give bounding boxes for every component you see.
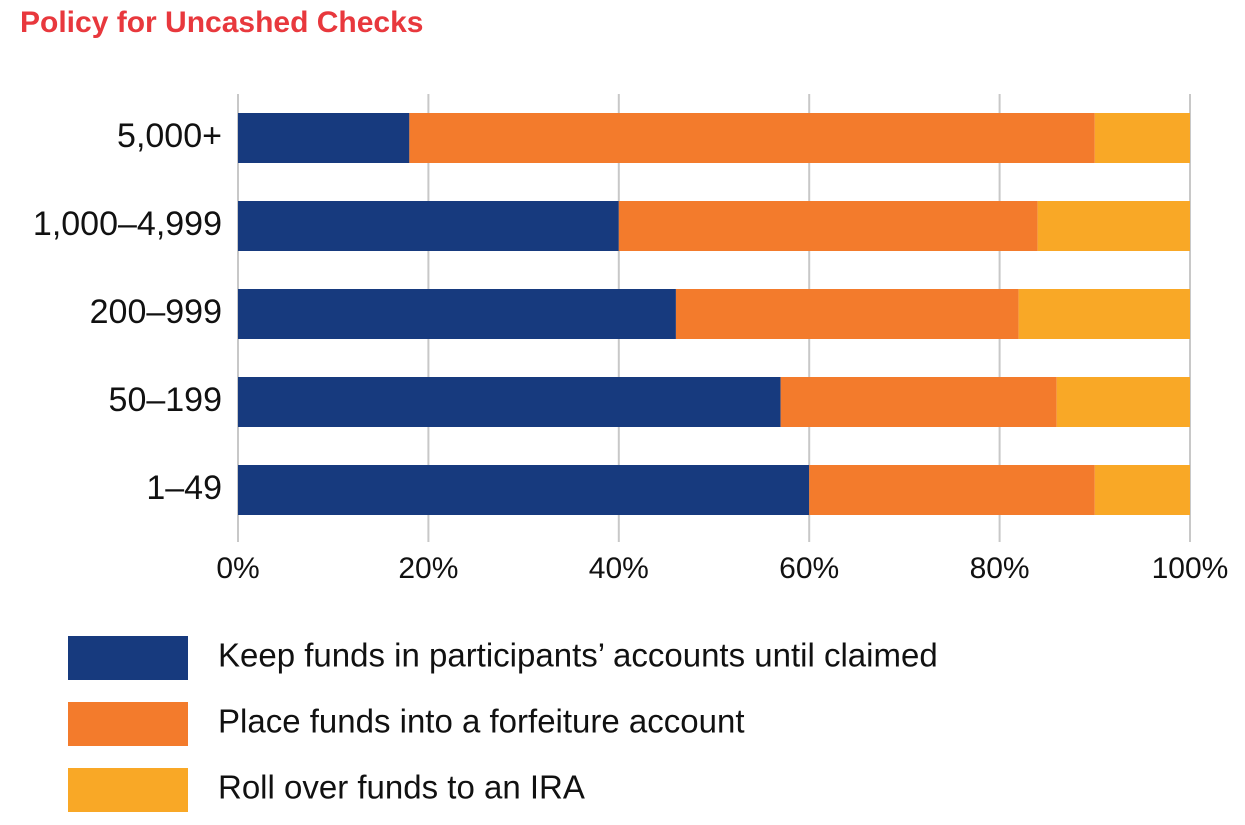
x-tick-label: 0%: [216, 552, 259, 585]
bar-segment: [1094, 113, 1190, 163]
bar-segment: [618, 201, 1038, 251]
bar-segment: [1037, 201, 1190, 251]
y-tick-label: 5,000+: [117, 117, 222, 155]
bar-segment: [238, 465, 810, 515]
x-tick-label: 20%: [398, 552, 458, 585]
bar-segment: [238, 377, 781, 427]
x-tick-label: 80%: [970, 552, 1030, 585]
bar-segment: [238, 289, 676, 339]
y-tick-label: 1,000–4,999: [33, 205, 222, 243]
x-tick-label: 40%: [589, 552, 649, 585]
y-tick-label: 50–199: [109, 381, 222, 419]
y-tick-label: 1–49: [146, 469, 222, 507]
bar-segment: [238, 201, 619, 251]
x-tick-label: 100%: [1152, 552, 1229, 585]
legend-swatch: [68, 636, 188, 680]
legend-label: Roll over funds to an IRA: [218, 769, 585, 806]
bar-segment: [675, 289, 1019, 339]
bar-segment: [1018, 289, 1190, 339]
legend-label: Place funds into a forfeiture account: [218, 703, 745, 740]
bar-segment: [409, 113, 1095, 163]
x-tick-label: 60%: [779, 552, 839, 585]
y-tick-label: 200–999: [90, 293, 222, 331]
bar-segment: [1094, 465, 1190, 515]
legend-label: Keep funds in participants’ accounts unt…: [218, 637, 938, 674]
chart-title: Policy for Uncashed Checks: [20, 6, 423, 39]
legend-swatch: [68, 768, 188, 812]
bar-segment: [238, 113, 410, 163]
legend-swatch: [68, 702, 188, 746]
bar-segment: [780, 377, 1057, 427]
bar-segment: [809, 465, 1095, 515]
bar-segment: [1056, 377, 1190, 427]
